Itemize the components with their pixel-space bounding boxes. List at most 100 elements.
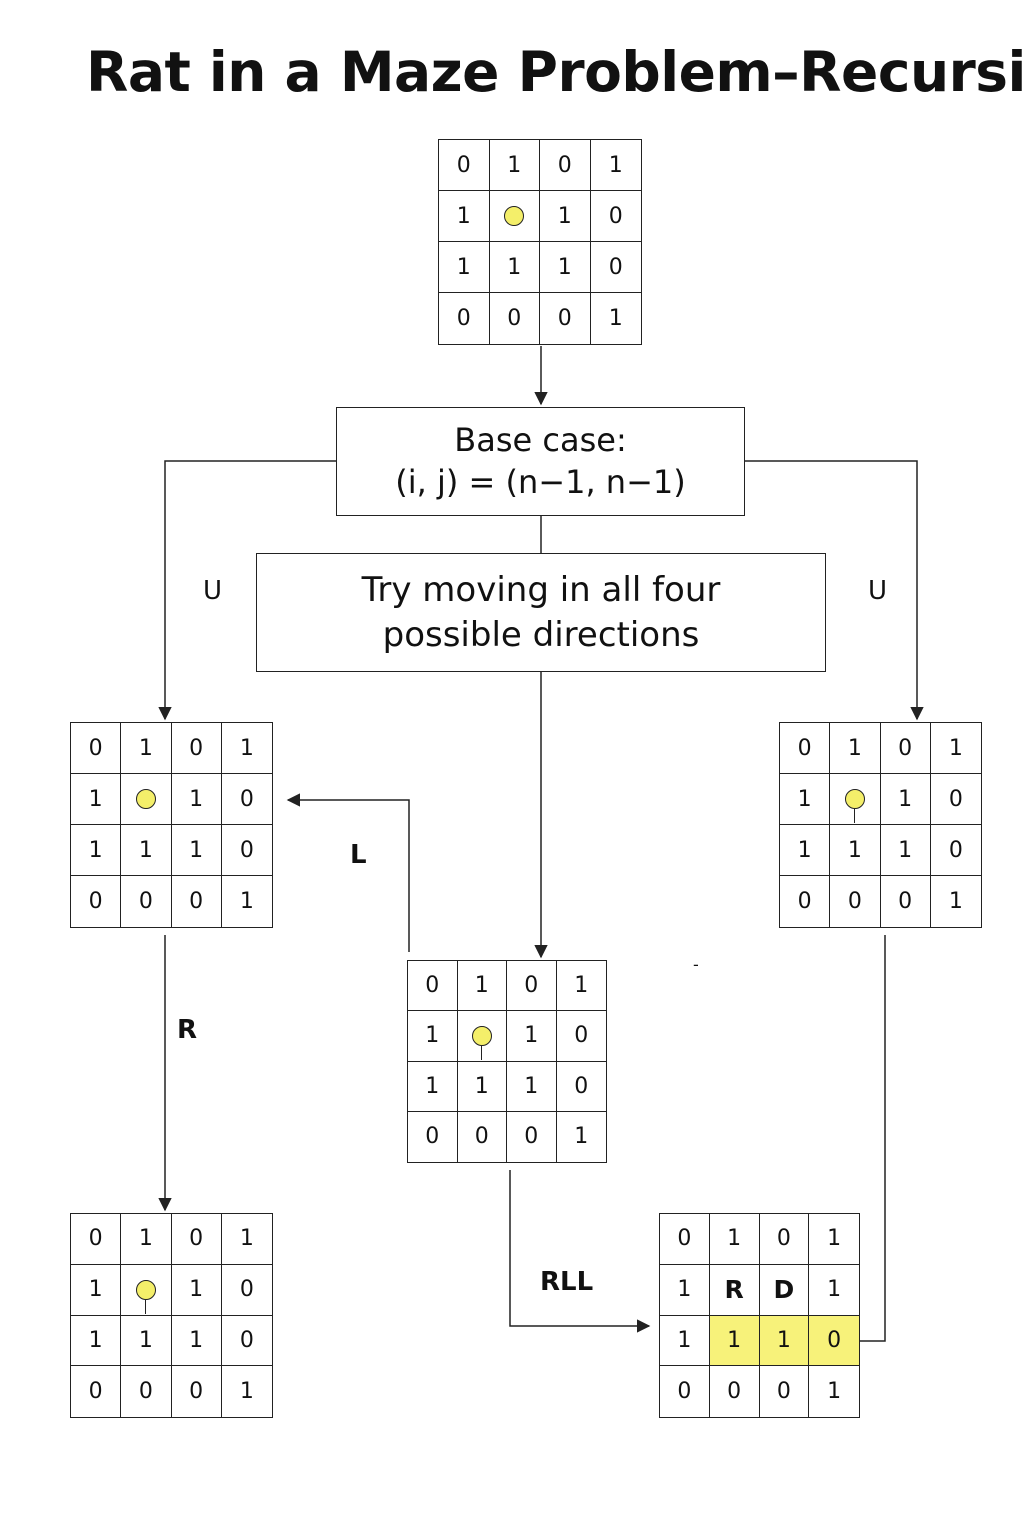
maze-cell: 1 [121,1315,172,1367]
maze-cell: 0 [880,723,931,774]
maze-cell-value: 0 [776,1379,791,1405]
maze-cell: 1 [809,1366,859,1417]
maze-cell: 1 [809,1214,859,1265]
maze-cell: 1 [71,1264,122,1316]
maze-cell-value: 0 [677,1379,692,1405]
arrow-center-to-left-grid [286,793,410,952]
maze-cell: 1 [930,723,981,774]
maze-cell: 0 [408,961,458,1012]
maze-cell: 0 [408,1111,458,1162]
maze-cell: 0 [221,1316,272,1367]
maze-cell-value: 0 [847,889,862,914]
maze-cell-value: 1 [898,786,913,812]
maze-cell: 1 [71,825,122,876]
maze-cell-value: 0 [797,735,812,761]
maze-cell-value: 1 [88,786,103,812]
maze-cell: 0 [121,876,172,927]
maze-cell: 1 [780,825,831,876]
maze-cell-value: 0 [189,1379,204,1405]
maze-cell-value: 0 [507,306,522,331]
maze-cell: 1 [222,1366,272,1417]
maze-cell: 1 [660,1315,710,1367]
maze-cell-value: 1 [727,1226,742,1252]
maze-cell-value: 1 [797,786,812,812]
maze-cell: 1 [507,1011,557,1062]
maze-cell: 1 [557,1112,607,1162]
maze-cell-value: 0 [88,735,103,761]
maze-cell-value: 0 [827,1327,842,1353]
maze-cell: 0 [172,1366,222,1417]
maze-cell-value: 1 [507,254,522,280]
maze-cell-value: 0 [456,306,471,331]
maze-cell: 0 [221,825,272,876]
maze-cell: 1 [830,825,881,876]
maze-cell: 0 [221,774,272,825]
maze-cell: 0 [540,293,591,344]
maze-cell-value: 0 [88,1226,103,1252]
maze-cell: 0 [121,1366,172,1417]
maze-cell: 0 [540,140,591,191]
maze-cell-value: 1 [88,837,103,863]
maze-cell: 1 [121,1214,172,1265]
maze-cell-value: 0 [608,254,623,280]
maze-grid-up-right: 0 1 0 1 1 1 0 1 1 1 0 0 0 0 1 [779,722,982,928]
maze-cell: D [759,1264,810,1316]
maze-cell-value: 0 [608,203,623,229]
maze-cell: 1 [830,723,881,774]
maze-cell-value: 1 [797,837,812,863]
maze-cell-value: 0 [88,1379,103,1405]
maze-cell-value: 1 [507,152,522,178]
maze-cell: 0 [881,876,931,927]
maze-cell-value: 1 [574,1124,589,1150]
maze-cell: 0 [830,876,881,927]
maze-cell-value: 1 [898,837,913,863]
maze-cell-value: 1 [608,152,623,178]
maze-cell-value: 0 [138,1379,153,1405]
maze-cell-value: 1 [239,889,254,914]
maze-cell-value: 0 [574,1073,589,1099]
maze-cell: 1 [408,1061,458,1112]
maze-cell-value: 0 [557,306,572,331]
maze-cell-value: 1 [456,203,471,229]
maze-grid-right-move: 0 1 0 1 1 1 0 1 1 1 0 0 0 0 1 [70,1213,273,1418]
maze-cell-value: 0 [239,786,254,812]
maze-cell-value: 0 [948,837,963,863]
maze-cell-value: 1 [239,1379,254,1405]
rat-marker [504,206,525,226]
maze-cell: 0 [221,1265,272,1316]
maze-cell-value: 0 [425,1124,440,1150]
maze-cell: 1 [489,140,540,191]
maze-cell-value: 0 [797,889,812,914]
rat-marker [135,789,156,809]
maze-cell-value: 0 [239,1327,254,1353]
maze-cell: 1 [121,825,172,876]
maze-cell-value: 0 [776,1226,791,1252]
maze-cell [457,1011,507,1062]
maze-cell: 0 [780,876,831,927]
maze-cell-value: 1 [847,837,862,863]
maze-cell-value: 0 [898,735,913,761]
maze-grid-down: 0 1 0 1 1 1 0 1 1 1 0 0 0 0 1 [407,960,607,1163]
base-case-line1: Base case: [454,420,627,459]
stray-mark: - [693,955,699,974]
maze-cell: 1 [457,961,507,1012]
arrow-center-to-bottom-right-grid [509,1170,651,1333]
maze-cell-value: 1 [608,306,623,331]
maze-cell: 0 [71,723,122,774]
maze-cell-value: R [724,1275,744,1305]
maze-cell-value: 1 [456,254,471,280]
maze-cell-value: 0 [557,152,572,178]
maze-cell-value: 0 [524,973,539,999]
base-case-line2: (i, j) = (n−1, n−1) [395,462,686,501]
maze-cell: 0 [930,774,981,825]
maze-cell-value: 1 [557,203,572,229]
maze-cell: 1 [171,774,222,825]
maze-cell: 0 [439,140,490,191]
maze-cell: 0 [71,1214,122,1265]
maze-cell-value: 0 [574,1023,589,1049]
maze-cell-value: 0 [456,152,471,178]
maze-cell-value: 1 [827,1379,842,1405]
maze-cell-value: 0 [425,973,440,999]
maze-cell: 1 [439,242,490,293]
base-case-box: Base case: (i, j) = (n−1, n−1) [336,407,745,516]
